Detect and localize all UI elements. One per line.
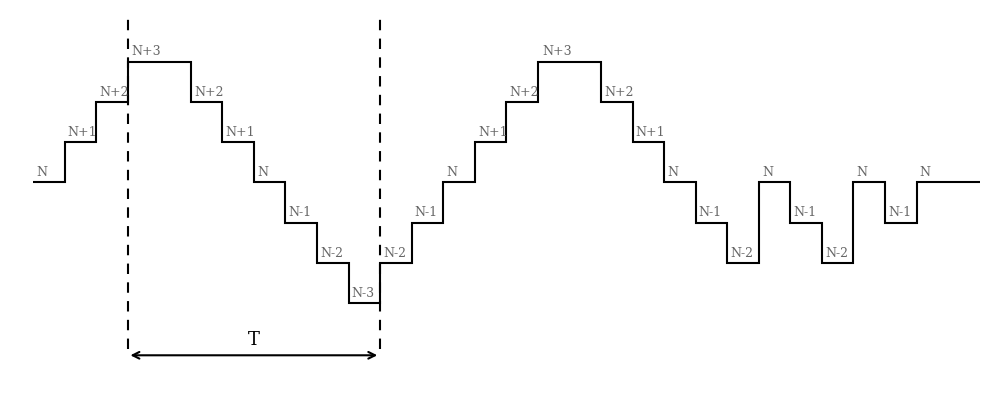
Text: N+2: N+2 [194, 86, 223, 99]
Text: N: N [36, 166, 47, 179]
Text: N+2: N+2 [99, 86, 129, 99]
Text: N-1: N-1 [699, 206, 722, 219]
Text: N-2: N-2 [730, 246, 753, 259]
Text: N-1: N-1 [888, 206, 911, 219]
Text: N+1: N+1 [636, 126, 665, 139]
Text: N-3: N-3 [352, 287, 375, 300]
Text: N: N [762, 166, 773, 179]
Text: N: N [446, 166, 457, 179]
Text: N-2: N-2 [383, 246, 406, 259]
Text: N: N [857, 166, 868, 179]
Text: N+1: N+1 [478, 126, 508, 139]
Text: N: N [667, 166, 678, 179]
Text: N: N [920, 166, 931, 179]
Text: N+2: N+2 [604, 86, 634, 99]
Text: N: N [257, 166, 268, 179]
Text: N-1: N-1 [793, 206, 817, 219]
Text: N+1: N+1 [225, 126, 255, 139]
Text: N+3: N+3 [132, 45, 161, 58]
Text: N+2: N+2 [509, 86, 539, 99]
Text: T: T [248, 331, 260, 349]
Text: N-1: N-1 [289, 206, 312, 219]
Text: N+1: N+1 [68, 126, 97, 139]
Text: N-2: N-2 [320, 246, 343, 259]
Text: N-2: N-2 [825, 246, 848, 259]
Text: N+3: N+3 [542, 45, 572, 58]
Text: N-1: N-1 [415, 206, 438, 219]
